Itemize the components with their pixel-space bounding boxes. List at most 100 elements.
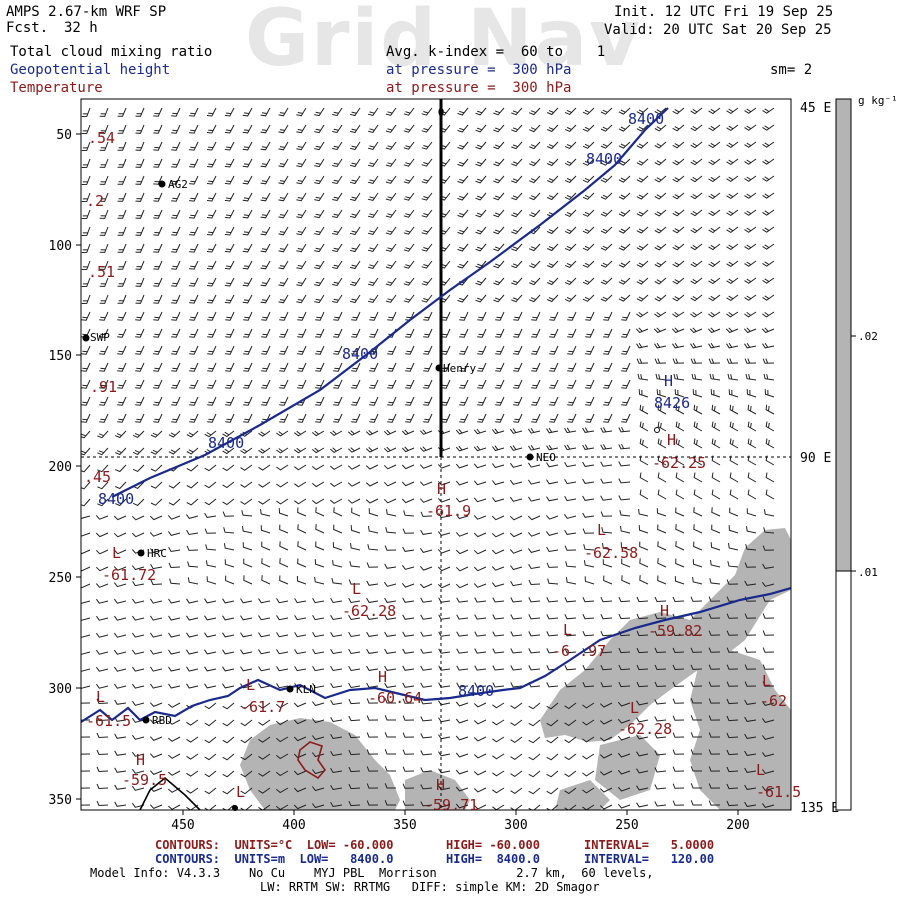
wind-barb (457, 175, 469, 184)
wind-barb (329, 498, 343, 505)
wind-barb (387, 379, 397, 389)
wind-barb (81, 532, 91, 537)
wind-barb (762, 141, 775, 148)
wind-barb (473, 702, 487, 708)
wind-barb (189, 328, 199, 338)
wind-barb (186, 649, 199, 655)
wind-barb (690, 277, 703, 285)
wind-barb (351, 328, 361, 338)
wind-barb (225, 311, 235, 321)
wind-barb (763, 527, 775, 534)
wind-barb (636, 700, 649, 706)
wind-barb (473, 583, 487, 588)
wind-barb (726, 766, 739, 773)
wind-barb (635, 327, 649, 334)
wind-barb (386, 509, 397, 517)
temp-value: -6 .97 (552, 642, 606, 660)
wind-barb (314, 141, 325, 151)
wind-barb (367, 277, 379, 286)
wind-barb (222, 804, 235, 810)
wind-barb (261, 541, 271, 551)
wind-barb (546, 562, 559, 568)
wind-barb (114, 784, 127, 790)
wind-barb (692, 576, 703, 585)
wind-barb (529, 294, 541, 303)
wind-barb (459, 396, 469, 406)
wind-barb (420, 801, 433, 807)
wind-barb (113, 683, 127, 689)
wind-barb (99, 396, 109, 406)
wind-barb (761, 769, 775, 774)
wind-barb (546, 479, 559, 485)
wind-barb (475, 277, 487, 286)
wind-barb (207, 328, 217, 338)
wind-barb (690, 158, 703, 166)
wind-barb (727, 561, 739, 568)
wind-barb (384, 545, 397, 551)
wind-barb (547, 175, 559, 184)
height-contour-lower (81, 586, 791, 723)
wind-barb (618, 107, 631, 115)
wind-barb (132, 464, 145, 473)
wind-barb (95, 683, 109, 689)
wind-barb (117, 158, 127, 168)
wind-barb (171, 277, 181, 287)
wind-barb (366, 682, 379, 688)
wind-barb (99, 294, 109, 304)
wind-barb (528, 648, 541, 654)
wind-barb (672, 311, 685, 318)
longitude-label-90e: 90 E (800, 451, 831, 466)
wind-barb (167, 702, 181, 708)
wind-barb (617, 786, 631, 792)
wind-barb (493, 158, 505, 167)
wind-barb (387, 413, 397, 423)
wind-barb (527, 428, 541, 434)
wind-barb (367, 243, 379, 252)
wind-barb (528, 753, 541, 761)
wind-barb (654, 311, 667, 318)
wind-barb (332, 209, 343, 219)
field-height-label: Geopotential height (10, 62, 171, 78)
wind-barb (636, 277, 649, 285)
wind-barb (728, 389, 739, 398)
wind-barb (564, 496, 577, 502)
wind-barb (279, 541, 289, 551)
wind-barb (153, 107, 163, 117)
wind-barb (312, 718, 325, 724)
wind-barb (657, 404, 667, 415)
station-dot (526, 453, 534, 461)
wind-barb (636, 596, 649, 603)
x-tick-label: 400 (282, 818, 305, 833)
wind-barb (690, 664, 703, 670)
wind-barb (135, 328, 145, 338)
wind-barb (547, 243, 559, 252)
wind-barb (222, 649, 235, 655)
wind-barb (671, 327, 685, 334)
wind-barb (423, 362, 433, 372)
wind-barb (693, 489, 703, 500)
wind-barb (312, 701, 325, 707)
wind-barb (744, 750, 757, 756)
wind-barb (564, 209, 577, 217)
wind-barb (618, 192, 631, 200)
temp-value: -62.28 (342, 602, 396, 620)
wind-barb (745, 373, 757, 381)
wind-barb (332, 243, 343, 253)
wind-barb (745, 544, 757, 551)
wind-barb (602, 559, 613, 568)
wind-barb (222, 702, 235, 710)
wind-barb (493, 260, 505, 269)
wind-barb (657, 438, 667, 449)
station-label: SWP (90, 331, 110, 344)
wind-barb (708, 124, 721, 132)
wind-barb (600, 681, 613, 688)
wind-barb (222, 719, 235, 727)
wind-barb (527, 479, 541, 485)
wind-barb (312, 769, 325, 775)
station-dot (137, 549, 145, 557)
plot-frame (80, 98, 792, 811)
wind-barb (654, 141, 667, 149)
station-label: Henry (443, 362, 476, 375)
wind-barb (654, 784, 667, 790)
wind-barb (546, 682, 559, 688)
